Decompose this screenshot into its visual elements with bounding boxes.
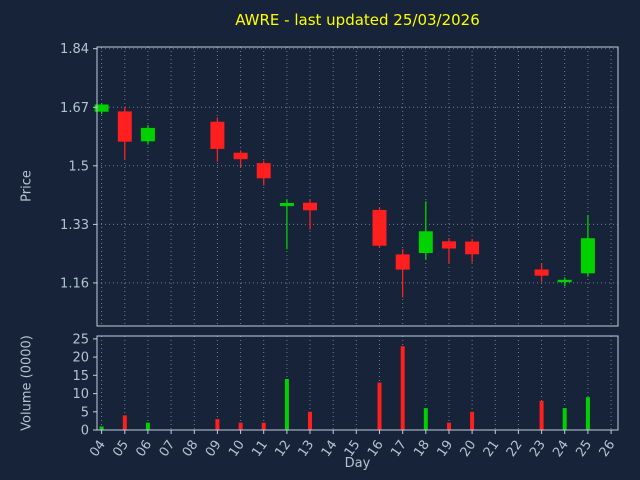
candle-body-day-4 <box>94 104 109 112</box>
candle-body-day-5 <box>117 111 132 142</box>
price-axis-label: Price <box>19 170 35 202</box>
volume-ytick-label: 0 <box>81 424 89 439</box>
volume-bar-day-19 <box>447 422 451 430</box>
volume-bar-day-5 <box>122 415 127 430</box>
volume-ytick-label: 15 <box>72 369 89 384</box>
volume-panel-frame <box>96 335 619 431</box>
candle-body-day-11 <box>256 163 271 179</box>
volume-bar-day-25 <box>585 397 590 430</box>
volume-bar-day-13 <box>308 411 312 430</box>
volume-bar-day-16 <box>377 382 382 430</box>
volume-ytick-label: 5 <box>81 405 89 420</box>
volume-bar-day-4 <box>99 426 104 430</box>
volume-ytick-label: 25 <box>72 332 89 347</box>
candle-body-day-18 <box>418 231 433 253</box>
volume-panel-bg <box>97 336 618 430</box>
volume-axis-label: Volume (0000) <box>19 335 35 431</box>
candle-body-day-13 <box>303 202 317 211</box>
candle-body-day-19 <box>442 241 456 249</box>
volume-bar-day-6 <box>145 422 150 430</box>
volume-bar-day-12 <box>284 379 289 430</box>
volume-bar-day-11 <box>261 422 266 430</box>
volume-ytick-label: 10 <box>72 387 89 402</box>
candle-body-day-17 <box>395 254 410 270</box>
price-ytick-label: 1.33 <box>60 218 89 233</box>
price-ytick-label: 1.67 <box>60 101 89 116</box>
volume-bar-day-17 <box>400 346 405 430</box>
volume-bar-day-9 <box>215 419 220 430</box>
volume-bar-day-24 <box>562 408 567 430</box>
volume-ytick-label: 20 <box>72 351 89 366</box>
candle-body-day-25 <box>580 238 595 274</box>
volume-bar-day-23 <box>539 400 544 430</box>
candle-body-day-6 <box>140 127 155 142</box>
candle-body-day-24 <box>557 279 572 283</box>
candle-body-day-9 <box>210 121 225 149</box>
price-panel-frame <box>96 46 619 327</box>
volume-bar-day-18 <box>423 408 428 430</box>
price-ytick-label: 1.16 <box>60 276 89 291</box>
candle-body-day-10 <box>233 152 248 160</box>
price-ytick-label: 1.5 <box>68 159 89 174</box>
volume-bar-day-20 <box>470 411 475 430</box>
price-ytick-label: 1.84 <box>60 42 89 57</box>
candle-body-day-16 <box>372 209 387 246</box>
day-axis-label: Day <box>344 456 371 471</box>
volume-bar-day-10 <box>238 422 243 430</box>
candle-body-day-23 <box>534 269 549 276</box>
price-panel-bg <box>97 47 618 326</box>
candle-body-day-20 <box>465 241 480 255</box>
candle-body-day-12 <box>279 203 294 207</box>
chart-title: AWRE - last updated 25/03/2026 <box>235 11 480 29</box>
